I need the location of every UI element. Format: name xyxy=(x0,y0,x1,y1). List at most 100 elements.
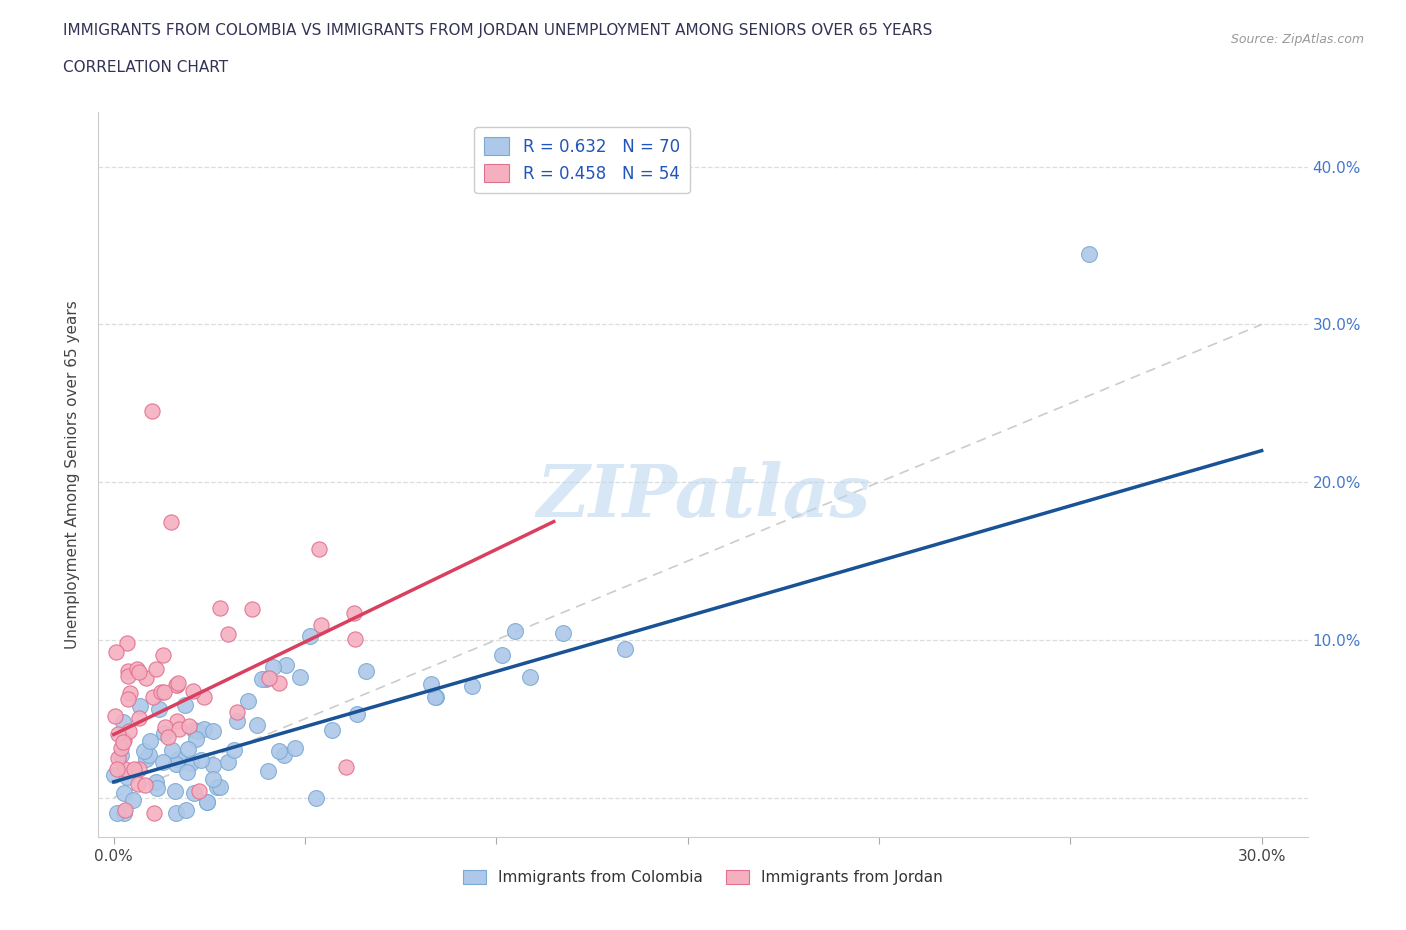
Point xyxy=(207,779,229,794)
Point xyxy=(115,636,138,651)
Point xyxy=(117,663,139,678)
Point xyxy=(238,694,260,709)
Point xyxy=(267,676,290,691)
Point xyxy=(344,631,367,646)
Point xyxy=(346,706,368,721)
Point xyxy=(104,709,127,724)
Point xyxy=(269,744,291,759)
Point xyxy=(305,791,328,806)
Point xyxy=(107,726,129,741)
Point xyxy=(165,806,187,821)
Point xyxy=(152,647,174,662)
Point xyxy=(167,751,190,766)
Point xyxy=(128,762,150,777)
Point xyxy=(153,725,176,740)
Point xyxy=(124,762,146,777)
Point xyxy=(145,662,167,677)
Point xyxy=(309,618,332,632)
Text: ZIPatlas: ZIPatlas xyxy=(536,460,870,532)
Point xyxy=(284,740,307,755)
Point xyxy=(157,730,180,745)
Point xyxy=(183,722,205,737)
Point xyxy=(134,744,156,759)
Point xyxy=(112,806,135,821)
Point xyxy=(128,711,150,725)
Point xyxy=(166,713,188,728)
Point xyxy=(112,786,135,801)
Text: IMMIGRANTS FROM COLOMBIA VS IMMIGRANTS FROM JORDAN UNEMPLOYMENT AMONG SENIORS OV: IMMIGRANTS FROM COLOMBIA VS IMMIGRANTS F… xyxy=(63,23,932,38)
Point xyxy=(165,757,187,772)
Point xyxy=(105,644,128,659)
Point xyxy=(166,677,188,692)
Text: Source: ZipAtlas.com: Source: ZipAtlas.com xyxy=(1230,33,1364,46)
Point xyxy=(195,794,218,809)
Point xyxy=(167,676,190,691)
Point xyxy=(209,780,232,795)
Point xyxy=(111,735,134,750)
Point xyxy=(160,514,183,529)
Point xyxy=(135,752,157,767)
Point xyxy=(1078,246,1101,261)
Point xyxy=(195,794,218,809)
Point xyxy=(613,642,636,657)
Point xyxy=(127,777,149,791)
Point xyxy=(107,751,129,765)
Point xyxy=(105,761,128,776)
Y-axis label: Unemployment Among Seniors over 65 years: Unemployment Among Seniors over 65 years xyxy=(65,300,80,649)
Point xyxy=(148,702,170,717)
Point xyxy=(145,774,167,789)
Point xyxy=(146,780,169,795)
Point xyxy=(201,758,224,773)
Point xyxy=(149,684,172,699)
Point xyxy=(420,677,443,692)
Point xyxy=(129,699,152,714)
Point xyxy=(153,684,176,699)
Point xyxy=(262,659,284,674)
Point xyxy=(167,722,190,737)
Point xyxy=(193,689,215,704)
Point xyxy=(110,747,132,762)
Point xyxy=(110,740,132,755)
Point xyxy=(138,748,160,763)
Point xyxy=(174,803,197,817)
Point xyxy=(163,783,186,798)
Point xyxy=(298,629,321,644)
Point xyxy=(184,732,207,747)
Point xyxy=(187,783,209,798)
Point xyxy=(208,601,231,616)
Text: CORRELATION CHART: CORRELATION CHART xyxy=(63,60,228,75)
Point xyxy=(114,803,136,817)
Point xyxy=(176,764,198,779)
Point xyxy=(274,658,297,672)
Point xyxy=(135,671,157,685)
Point xyxy=(423,689,446,704)
Point xyxy=(256,764,278,778)
Point xyxy=(343,605,366,620)
Point xyxy=(335,759,357,774)
Point xyxy=(240,602,263,617)
Point xyxy=(246,718,269,733)
Point xyxy=(183,785,205,800)
Point xyxy=(114,761,136,776)
Point xyxy=(288,670,311,684)
Point xyxy=(225,713,247,728)
Point xyxy=(112,732,135,747)
Point xyxy=(177,719,200,734)
Point xyxy=(254,671,277,686)
Point xyxy=(551,626,574,641)
Point xyxy=(225,705,247,720)
Legend: Immigrants from Colombia, Immigrants from Jordan: Immigrants from Colombia, Immigrants fro… xyxy=(457,864,949,891)
Point xyxy=(425,690,447,705)
Point xyxy=(127,662,149,677)
Point xyxy=(141,404,163,418)
Point xyxy=(142,806,165,821)
Point xyxy=(117,669,139,684)
Point xyxy=(111,715,134,730)
Point xyxy=(250,671,273,686)
Point xyxy=(165,677,187,692)
Point xyxy=(120,685,142,700)
Point xyxy=(217,627,239,642)
Point xyxy=(180,756,202,771)
Point xyxy=(257,671,280,685)
Point xyxy=(321,723,343,737)
